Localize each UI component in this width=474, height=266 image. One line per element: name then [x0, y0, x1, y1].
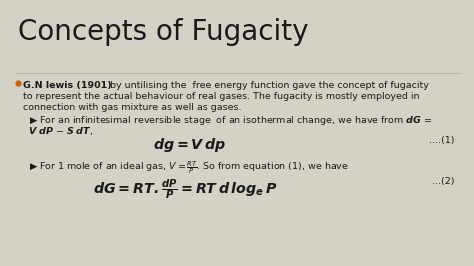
Text: $\bfit{V}$ $\bfit{dP}$ $-$ $\bfit{S}$ $\bfit{dT}$,: $\bfit{V}$ $\bfit{dP}$ $-$ $\bfit{S}$ $\… [28, 125, 93, 137]
Text: $\blacktriangleright$For an infinitesimal reversible stage  of an isothermal cha: $\blacktriangleright$For an infinitesima… [28, 114, 432, 127]
Text: connection with gas mixture as well as gases.: connection with gas mixture as well as g… [23, 103, 241, 112]
Text: $\bfit{dg = V\,dp}$: $\bfit{dg = V\,dp}$ [154, 136, 227, 154]
Text: ...(2): ...(2) [432, 177, 455, 186]
Text: Concepts of Fugacity: Concepts of Fugacity [18, 18, 309, 46]
Text: to represent the actual behaviour of real gases. The fugacity is mostly employed: to represent the actual behaviour of rea… [23, 92, 419, 101]
Text: $\blacktriangleright$For 1 mole of an ideal gas, $V = \frac{RT}{P}$. So from equ: $\blacktriangleright$For 1 mole of an id… [28, 159, 349, 176]
Text: G.N lewis (1901): G.N lewis (1901) [23, 81, 112, 90]
Text: $\bfit{dG = RT.\frac{dP}{P} = RT\,d\,log_e\,P}$: $\bfit{dG = RT.\frac{dP}{P} = RT\,d\,log… [93, 177, 277, 201]
Text: ....(1): ....(1) [429, 136, 455, 145]
Text: by untilising the  free energy function gave the concept of fugacity: by untilising the free energy function g… [107, 81, 429, 90]
